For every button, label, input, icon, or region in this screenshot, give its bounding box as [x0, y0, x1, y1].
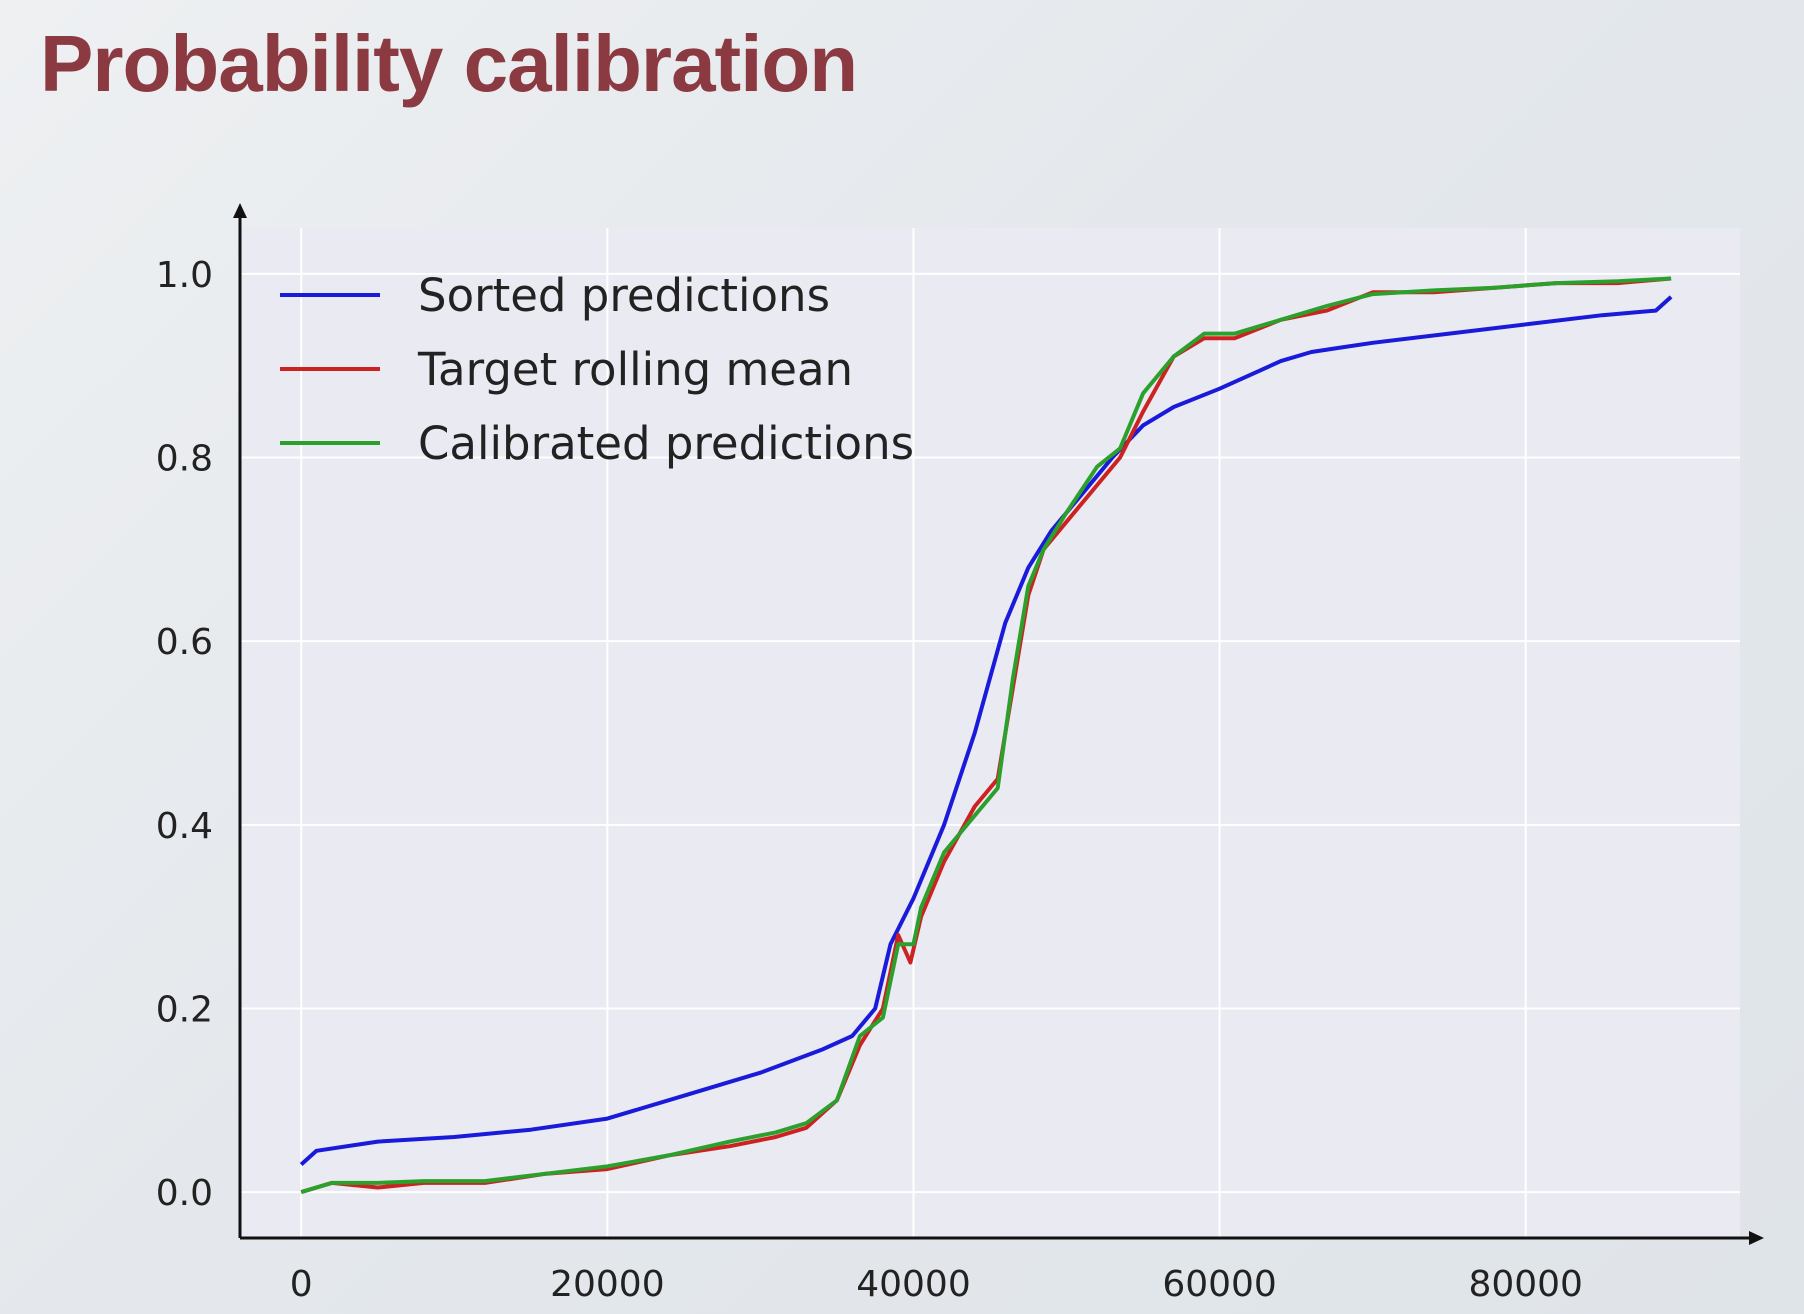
y-tick-labels: 0.0 0.2 0.4 0.6 0.8 1.0: [156, 255, 213, 1214]
legend-label-sorted-predictions: Sorted predictions: [418, 269, 830, 322]
y-tick-label: 0.0: [156, 1173, 213, 1214]
x-axis-arrow: [1749, 1231, 1764, 1245]
y-tick-label: 0.4: [156, 806, 213, 847]
x-tick-label: 40000: [856, 1264, 971, 1305]
legend-label-target-rolling-mean: Target rolling mean: [417, 343, 853, 396]
axes: [233, 203, 1764, 1245]
y-tick-label: 0.2: [156, 989, 213, 1030]
gridlines: [240, 228, 1740, 1238]
series-line-calibrated-predictions: [300, 276, 1672, 1195]
series-lines: [299, 276, 1673, 1195]
y-axis-arrow: [233, 203, 247, 218]
series-line-sorted-predictions: [299, 295, 1673, 1166]
y-tick-label: 0.6: [156, 622, 213, 663]
x-tick-label: 60000: [1162, 1264, 1277, 1305]
x-tick-label: 20000: [550, 1264, 665, 1305]
x-tick-labels: 0 20000 40000 60000 80000: [290, 1264, 1583, 1305]
y-tick-label: 1.0: [156, 255, 213, 296]
slide-title: Probability calibration: [40, 19, 858, 108]
y-tick-label: 0.8: [156, 439, 213, 480]
series-line-target-rolling-mean: [300, 276, 1672, 1195]
plot-background: [240, 228, 1740, 1238]
legend: Sorted predictions Target rolling mean Cal…: [280, 269, 914, 470]
x-tick-label: 0: [290, 1264, 313, 1305]
x-tick-label: 80000: [1468, 1264, 1583, 1305]
legend-label-calibrated-predictions: Calibrated predictions: [418, 417, 914, 470]
